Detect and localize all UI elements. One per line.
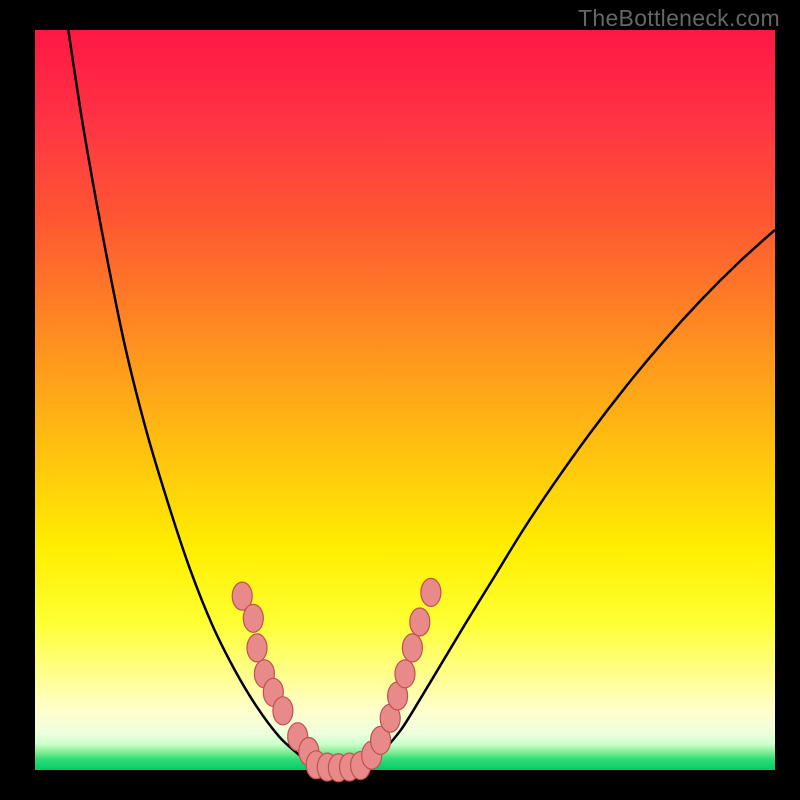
chart-container: TheBottleneck.com <box>0 0 800 800</box>
data-marker <box>395 660 415 688</box>
data-marker <box>243 604 263 632</box>
bottleneck-curve-chart <box>0 0 800 800</box>
watermark-text: TheBottleneck.com <box>578 5 780 32</box>
data-marker <box>421 578 441 606</box>
data-marker <box>273 697 293 725</box>
data-marker <box>402 634 422 662</box>
data-marker <box>247 634 267 662</box>
data-marker <box>410 608 430 636</box>
